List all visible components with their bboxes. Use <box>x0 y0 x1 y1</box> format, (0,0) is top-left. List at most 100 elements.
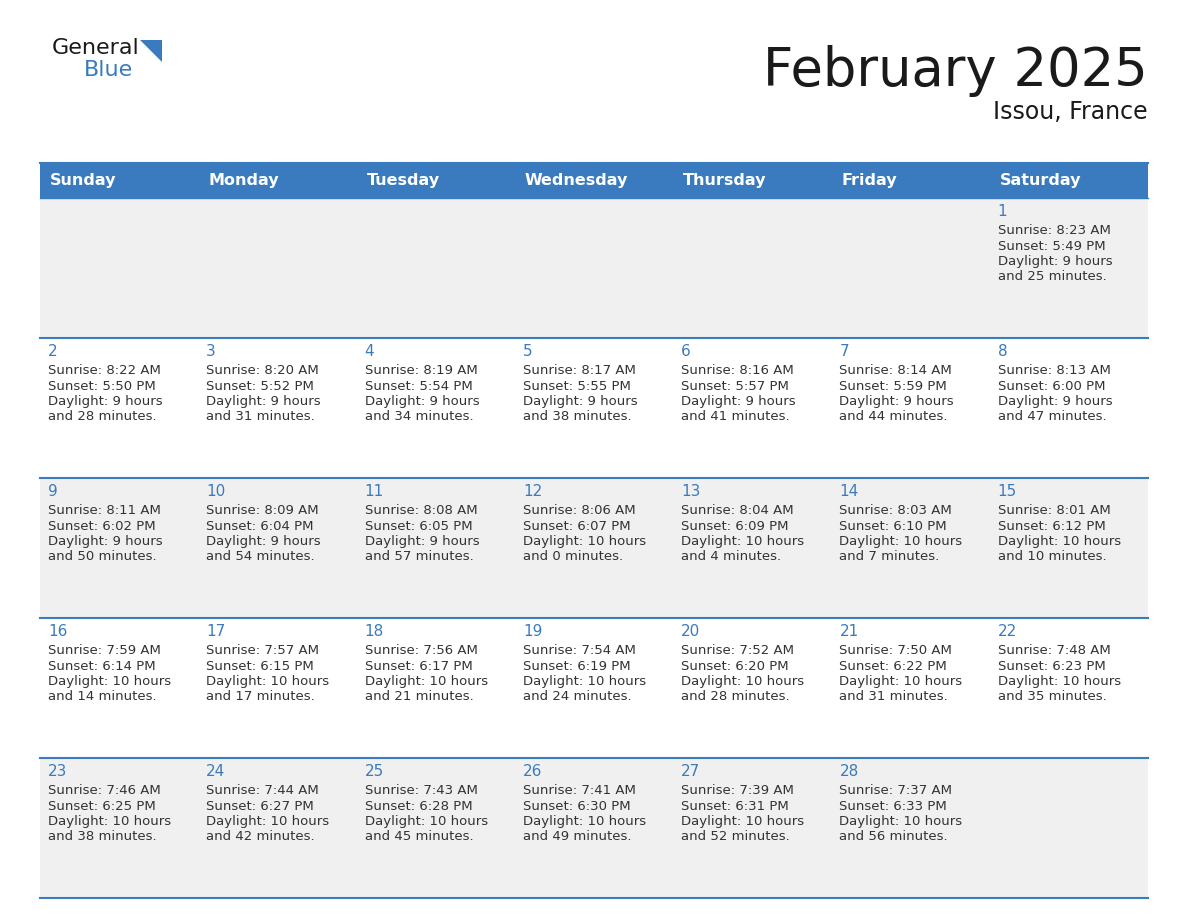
Bar <box>40 198 1148 338</box>
Text: Daylight: 10 hours: Daylight: 10 hours <box>207 815 329 828</box>
Text: Sunset: 6:10 PM: Sunset: 6:10 PM <box>840 520 947 532</box>
Text: Daylight: 10 hours: Daylight: 10 hours <box>523 815 646 828</box>
Text: and 49 minutes.: and 49 minutes. <box>523 831 631 844</box>
Text: Sunrise: 7:52 AM: Sunrise: 7:52 AM <box>681 644 794 657</box>
Text: Sunrise: 8:01 AM: Sunrise: 8:01 AM <box>998 504 1111 517</box>
Text: and 47 minutes.: and 47 minutes. <box>998 410 1106 423</box>
Text: Sunrise: 7:56 AM: Sunrise: 7:56 AM <box>365 644 478 657</box>
Text: Sunrise: 8:08 AM: Sunrise: 8:08 AM <box>365 504 478 517</box>
Text: Sunset: 6:28 PM: Sunset: 6:28 PM <box>365 800 472 812</box>
Text: Sunrise: 7:48 AM: Sunrise: 7:48 AM <box>998 644 1111 657</box>
Bar <box>40 338 1148 478</box>
Text: 15: 15 <box>998 484 1017 499</box>
Polygon shape <box>140 40 162 62</box>
Text: and 56 minutes.: and 56 minutes. <box>840 831 948 844</box>
Text: Sunset: 6:17 PM: Sunset: 6:17 PM <box>365 659 473 673</box>
Text: Daylight: 10 hours: Daylight: 10 hours <box>48 815 171 828</box>
Text: Daylight: 9 hours: Daylight: 9 hours <box>207 395 321 408</box>
Bar <box>40 163 198 198</box>
Text: 28: 28 <box>840 764 859 779</box>
Text: Issou, France: Issou, France <box>993 100 1148 124</box>
Text: Sunset: 6:25 PM: Sunset: 6:25 PM <box>48 800 156 812</box>
Text: Sunset: 5:50 PM: Sunset: 5:50 PM <box>48 379 156 393</box>
Text: and 10 minutes.: and 10 minutes. <box>998 551 1106 564</box>
Text: Sunset: 6:27 PM: Sunset: 6:27 PM <box>207 800 314 812</box>
Bar <box>40 758 1148 898</box>
Text: 11: 11 <box>365 484 384 499</box>
Bar <box>40 618 1148 758</box>
Text: and 44 minutes.: and 44 minutes. <box>840 410 948 423</box>
Text: and 34 minutes.: and 34 minutes. <box>365 410 473 423</box>
Text: Sunset: 6:05 PM: Sunset: 6:05 PM <box>365 520 472 532</box>
Text: and 25 minutes.: and 25 minutes. <box>998 271 1106 284</box>
Text: Sunset: 6:04 PM: Sunset: 6:04 PM <box>207 520 314 532</box>
Text: and 0 minutes.: and 0 minutes. <box>523 551 623 564</box>
Text: and 38 minutes.: and 38 minutes. <box>523 410 632 423</box>
Text: Daylight: 9 hours: Daylight: 9 hours <box>207 535 321 548</box>
Text: Sunrise: 8:09 AM: Sunrise: 8:09 AM <box>207 504 318 517</box>
Text: Sunset: 6:23 PM: Sunset: 6:23 PM <box>998 659 1106 673</box>
Text: 19: 19 <box>523 624 542 639</box>
Text: 4: 4 <box>365 344 374 359</box>
Text: Sunrise: 7:59 AM: Sunrise: 7:59 AM <box>48 644 160 657</box>
Text: Daylight: 10 hours: Daylight: 10 hours <box>365 675 488 688</box>
Text: Daylight: 9 hours: Daylight: 9 hours <box>48 395 163 408</box>
Text: Sunrise: 7:50 AM: Sunrise: 7:50 AM <box>840 644 953 657</box>
Text: Daylight: 9 hours: Daylight: 9 hours <box>365 535 479 548</box>
Text: 2: 2 <box>48 344 58 359</box>
Text: Daylight: 10 hours: Daylight: 10 hours <box>523 535 646 548</box>
Text: 10: 10 <box>207 484 226 499</box>
Text: 24: 24 <box>207 764 226 779</box>
Text: Daylight: 10 hours: Daylight: 10 hours <box>48 675 171 688</box>
Text: Sunset: 6:09 PM: Sunset: 6:09 PM <box>681 520 789 532</box>
Text: 21: 21 <box>840 624 859 639</box>
Text: 16: 16 <box>48 624 68 639</box>
Text: 1: 1 <box>998 204 1007 219</box>
Text: Thursday: Thursday <box>683 173 766 188</box>
Text: Sunrise: 7:54 AM: Sunrise: 7:54 AM <box>523 644 636 657</box>
Text: Daylight: 9 hours: Daylight: 9 hours <box>998 395 1112 408</box>
Text: Sunset: 6:14 PM: Sunset: 6:14 PM <box>48 659 156 673</box>
Bar <box>514 163 674 198</box>
Text: and 42 minutes.: and 42 minutes. <box>207 831 315 844</box>
Text: and 57 minutes.: and 57 minutes. <box>365 551 473 564</box>
Text: Daylight: 9 hours: Daylight: 9 hours <box>365 395 479 408</box>
Text: Sunset: 6:12 PM: Sunset: 6:12 PM <box>998 520 1106 532</box>
Text: Sunrise: 8:20 AM: Sunrise: 8:20 AM <box>207 364 320 377</box>
Text: Sunset: 6:02 PM: Sunset: 6:02 PM <box>48 520 156 532</box>
Text: Sunday: Sunday <box>50 173 116 188</box>
Text: Sunrise: 7:41 AM: Sunrise: 7:41 AM <box>523 784 636 797</box>
Text: and 14 minutes.: and 14 minutes. <box>48 690 157 703</box>
Text: 12: 12 <box>523 484 542 499</box>
Text: and 17 minutes.: and 17 minutes. <box>207 690 315 703</box>
Text: and 50 minutes.: and 50 minutes. <box>48 551 157 564</box>
Text: 14: 14 <box>840 484 859 499</box>
Text: Sunset: 6:31 PM: Sunset: 6:31 PM <box>681 800 789 812</box>
Text: Daylight: 10 hours: Daylight: 10 hours <box>681 675 804 688</box>
Text: Daylight: 9 hours: Daylight: 9 hours <box>523 395 638 408</box>
Text: Blue: Blue <box>84 60 133 80</box>
Bar <box>674 163 832 198</box>
Text: Daylight: 10 hours: Daylight: 10 hours <box>523 675 646 688</box>
Text: Sunrise: 8:06 AM: Sunrise: 8:06 AM <box>523 504 636 517</box>
Text: Sunrise: 7:46 AM: Sunrise: 7:46 AM <box>48 784 160 797</box>
Text: Sunrise: 8:23 AM: Sunrise: 8:23 AM <box>998 224 1111 237</box>
Text: 7: 7 <box>840 344 849 359</box>
Text: Sunrise: 7:43 AM: Sunrise: 7:43 AM <box>365 784 478 797</box>
Bar <box>198 163 356 198</box>
Text: Sunset: 6:19 PM: Sunset: 6:19 PM <box>523 659 631 673</box>
Text: and 21 minutes.: and 21 minutes. <box>365 690 473 703</box>
Text: Sunset: 6:07 PM: Sunset: 6:07 PM <box>523 520 631 532</box>
Text: Sunrise: 8:04 AM: Sunrise: 8:04 AM <box>681 504 794 517</box>
Text: 20: 20 <box>681 624 701 639</box>
Text: Sunrise: 8:11 AM: Sunrise: 8:11 AM <box>48 504 160 517</box>
Text: and 35 minutes.: and 35 minutes. <box>998 690 1106 703</box>
Text: 13: 13 <box>681 484 701 499</box>
Text: 5: 5 <box>523 344 532 359</box>
Text: 22: 22 <box>998 624 1017 639</box>
Text: Daylight: 10 hours: Daylight: 10 hours <box>681 535 804 548</box>
Text: Sunrise: 7:37 AM: Sunrise: 7:37 AM <box>840 784 953 797</box>
Text: 17: 17 <box>207 624 226 639</box>
Text: 9: 9 <box>48 484 58 499</box>
Text: 23: 23 <box>48 764 68 779</box>
